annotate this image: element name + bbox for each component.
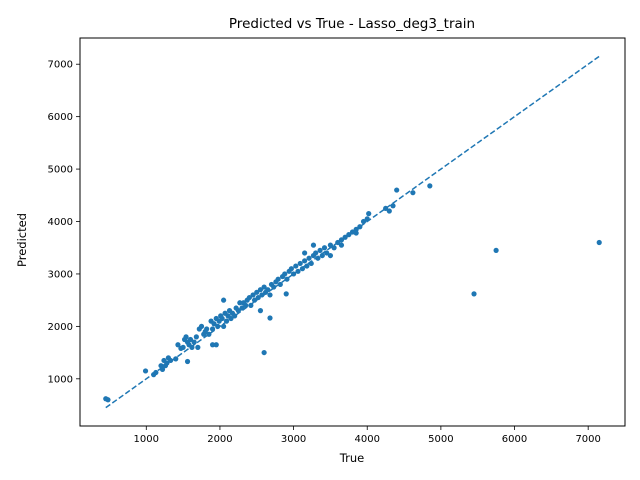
x-tick-label: 3000 — [281, 434, 306, 445]
x-tick-label: 2000 — [207, 434, 232, 445]
data-point — [471, 291, 477, 297]
data-point — [257, 287, 264, 293]
data-point — [282, 271, 288, 277]
data-point — [360, 218, 367, 225]
data-point — [193, 334, 199, 340]
data-point — [293, 263, 299, 269]
data-point — [221, 323, 227, 329]
y-axis-label: Predicted — [15, 213, 29, 267]
data-point — [219, 315, 225, 322]
data-point — [257, 308, 264, 314]
data-point — [250, 292, 256, 298]
data-point — [204, 326, 210, 332]
x-tick-label: 4000 — [355, 434, 380, 445]
plot-frame — [79, 37, 626, 427]
data-point — [493, 247, 499, 253]
y-tick-label: 7000 — [48, 60, 73, 71]
data-point — [183, 334, 189, 340]
chart-title: Predicted vs True - Lasso_deg3_train — [229, 16, 475, 32]
data-point — [191, 339, 197, 345]
data-point — [304, 263, 310, 269]
data-point — [366, 211, 372, 217]
data-point — [213, 342, 219, 348]
y-tick-label: 4000 — [48, 217, 73, 228]
data-point — [211, 321, 217, 327]
data-point — [275, 276, 281, 282]
data-point — [251, 297, 258, 303]
data-point — [221, 297, 227, 303]
y-tick-label: 1000 — [48, 374, 73, 385]
data-point — [243, 302, 249, 309]
data-point — [142, 368, 149, 374]
y-tick-label: 3000 — [48, 269, 73, 280]
data-point — [327, 242, 334, 248]
data-point — [310, 242, 317, 248]
data-point — [394, 187, 400, 193]
data-point — [306, 255, 312, 261]
x-tick-label: 1000 — [134, 434, 159, 445]
y-tick-label: 6000 — [48, 112, 73, 123]
data-point — [331, 245, 337, 251]
data-point — [302, 250, 308, 256]
data-point — [261, 284, 267, 290]
data-point — [267, 315, 273, 321]
data-point — [313, 250, 319, 256]
data-point — [267, 292, 273, 298]
data-point — [427, 183, 433, 189]
data-point — [175, 342, 181, 348]
x-axis: 1000 2000 3000 4000 5000 6000 7000 — [134, 426, 601, 445]
data-point — [338, 242, 345, 248]
y-tick-label: 2000 — [48, 322, 73, 333]
data-point — [386, 208, 392, 214]
data-point — [288, 266, 294, 272]
data-point — [180, 344, 186, 350]
x-tick-label: 6000 — [502, 434, 527, 445]
data-point — [209, 342, 216, 348]
data-point — [283, 291, 289, 297]
data-point — [596, 239, 602, 246]
x-tick-label: 7000 — [575, 434, 600, 445]
data-point — [261, 349, 267, 356]
data-point — [237, 300, 243, 306]
data-point — [302, 258, 308, 264]
x-tick-label: 5000 — [428, 434, 453, 445]
data-point — [321, 245, 328, 251]
data-point — [277, 281, 283, 288]
data-point — [390, 203, 396, 209]
data-point — [195, 344, 201, 350]
data-point — [105, 397, 111, 403]
y-axis: 1000 2000 3000 4000 5000 6000 7000 — [48, 60, 80, 385]
y-tick-label: 5000 — [48, 165, 73, 176]
data-point — [254, 289, 260, 295]
data-point — [317, 247, 323, 253]
data-point — [167, 357, 174, 364]
x-axis-label: True — [339, 451, 364, 465]
data-point — [187, 336, 194, 343]
plot-area — [103, 55, 602, 409]
data-point — [198, 323, 205, 329]
data-point — [173, 356, 179, 362]
data-point — [297, 260, 303, 267]
data-point — [353, 230, 359, 236]
data-point — [184, 358, 191, 365]
data-point — [327, 252, 334, 259]
data-point — [410, 190, 416, 196]
data-point — [246, 294, 252, 301]
reference-line — [105, 55, 600, 409]
